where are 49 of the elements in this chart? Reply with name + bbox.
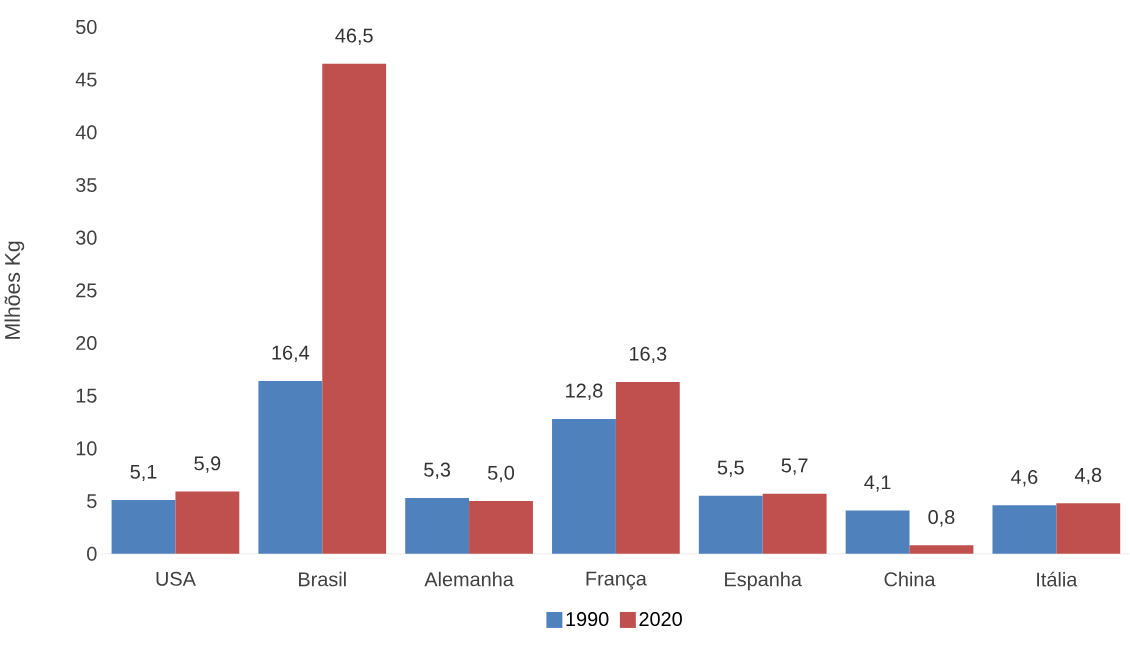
y-tick-label: 30 [75,230,97,245]
legend-label: 2020 [639,612,682,627]
bar [698,496,763,555]
x-tick-label: Brasil [299,572,346,587]
data-label: 5,5 [717,460,744,478]
bar [909,545,974,555]
y-tick-label: 50 [76,20,97,35]
data-label: 12,8 [566,383,603,401]
bar [175,491,240,555]
data-label: 16,3 [629,346,667,364]
y-tick-label: 25 [76,283,97,298]
x-tick-label: Alemanha [424,572,514,587]
data-label: 0,8 [928,510,955,527]
data-label: 4,8 [1074,468,1102,485]
data-label: 16,4 [272,345,310,363]
data-label: 5,3 [424,462,451,480]
x-tick-label: França [586,571,647,590]
bar [322,64,387,555]
x-tick-label: USA [156,571,196,587]
y-tick-label: 35 [75,178,97,193]
data-label: 4,1 [864,475,891,492]
data-label: 5,7 [781,458,808,476]
x-tick-label: Itália [1037,572,1078,587]
bar [405,498,470,555]
y-tick-label: 10 [76,441,97,456]
data-label: 4,6 [1011,470,1038,487]
data-label: 5,9 [194,456,221,473]
bar [258,381,323,555]
y-tick-label: 40 [75,125,97,140]
y-tick-label: 15 [76,389,97,403]
x-tick-label: Espanha [725,572,802,591]
y-tick-label: 5 [87,494,97,509]
bar [469,501,533,555]
x-tick-label: China [884,572,936,587]
bar [615,382,680,555]
y-tick-label: 0 [87,546,97,562]
y-tick-label: 45 [75,72,97,87]
data-label: 46,5 [335,28,373,46]
bar [111,500,176,555]
data-label: 5,1 [130,465,157,482]
y-tick-label: 20 [76,336,97,351]
bar [845,510,910,555]
bar [992,505,1057,555]
bar [762,493,827,555]
legend-label: 1990 [566,612,609,627]
data-label: 5,0 [487,466,515,483]
bar [1056,503,1121,555]
bar [552,419,616,555]
y-axis-title: Mlhões Kg [4,241,25,339]
